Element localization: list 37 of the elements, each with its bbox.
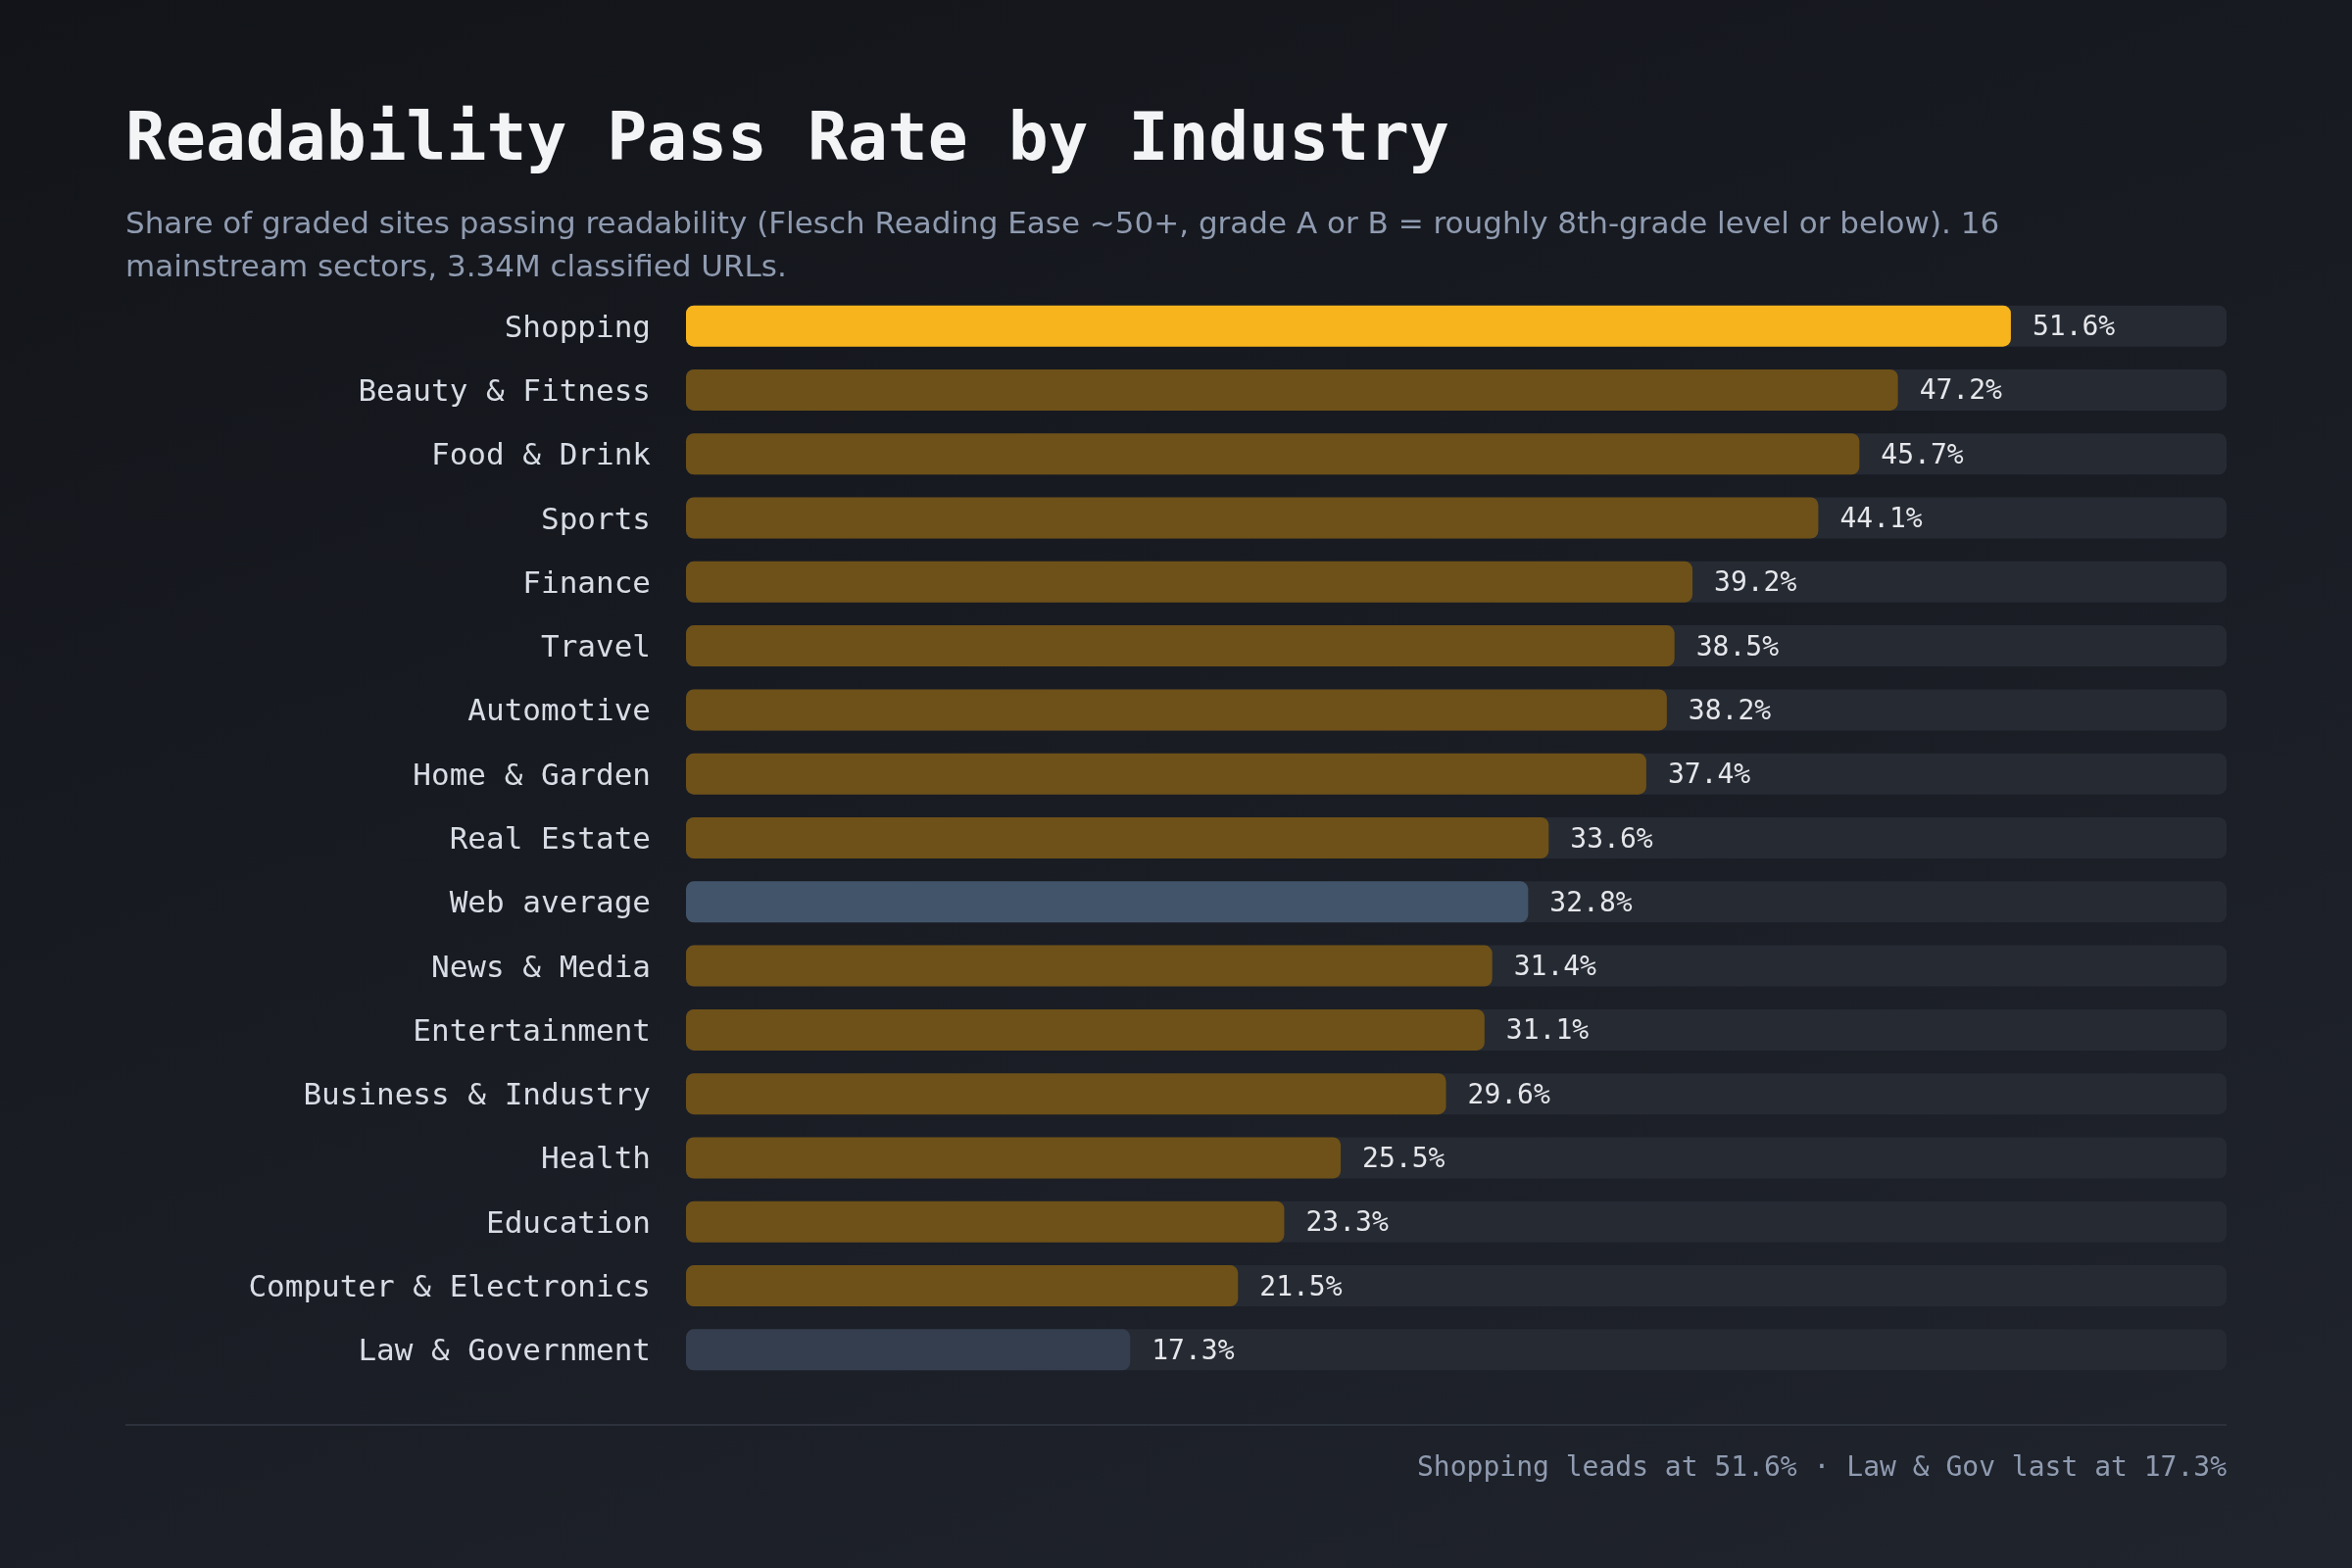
data-label: 33.6%	[1570, 821, 1653, 855]
data-label: 51.6%	[2032, 310, 2116, 343]
chart-subtitle: Share of graded sites passing readability (Flesch Reading Ease ~50+, grade A or B = roughly 8th-grade level or below). 16 mainstream sectors, 3.34M classified URLs.	[125, 204, 2001, 285]
data-label: 38.5%	[1695, 629, 1780, 662]
y-tick-label: Food & Drink	[431, 436, 652, 472]
y-tick-label: Automotive	[467, 692, 651, 728]
y-tick-label: Entertainment	[413, 1011, 651, 1048]
y-tick-label: Business & Industry	[303, 1076, 651, 1112]
data-label: 44.1%	[1839, 502, 1923, 535]
y-tick-label: Home & Garden	[413, 756, 651, 792]
data-label: 32.8%	[1549, 885, 1633, 918]
y-tick-label: Computer & Electronics	[248, 1268, 651, 1304]
y-tick-label: Health	[541, 1140, 651, 1176]
y-tick-label: Law & Government	[358, 1332, 651, 1368]
y-tick-label: Real Estate	[449, 820, 651, 856]
y-tick-label: Web average	[449, 884, 651, 920]
data-label: 31.4%	[1513, 950, 1597, 983]
data-label: 31.1%	[1505, 1013, 1590, 1047]
data-label: 29.6%	[1467, 1077, 1550, 1110]
y-tick-label: Beauty & Fitness	[358, 371, 651, 408]
y-tick-label: News & Media	[431, 948, 651, 984]
chart-title: Readability Pass Rate by Industry	[125, 98, 1450, 175]
data-label: 17.3%	[1152, 1333, 1235, 1366]
data-label: 21.5%	[1259, 1269, 1343, 1302]
data-label: 38.2%	[1688, 693, 1772, 726]
text: Shopping leads at 51.6% · Law & Gov last at 17.3%	[1416, 1450, 2227, 1483]
data-label: 23.3%	[1305, 1205, 1389, 1239]
y-tick-label: Finance	[522, 564, 651, 600]
data-label: 47.2%	[1919, 373, 2003, 407]
data-label: 25.5%	[1362, 1141, 1446, 1174]
y-tick-label: Travel	[541, 628, 651, 664]
data-label: 45.7%	[1881, 437, 1964, 470]
y-tick-label: Shopping	[504, 308, 651, 344]
data-label: 39.2%	[1714, 565, 1797, 599]
y-tick-label: Education	[486, 1203, 651, 1240]
y-tick-label: Sports	[541, 500, 651, 536]
data-label: 37.4%	[1667, 758, 1751, 791]
